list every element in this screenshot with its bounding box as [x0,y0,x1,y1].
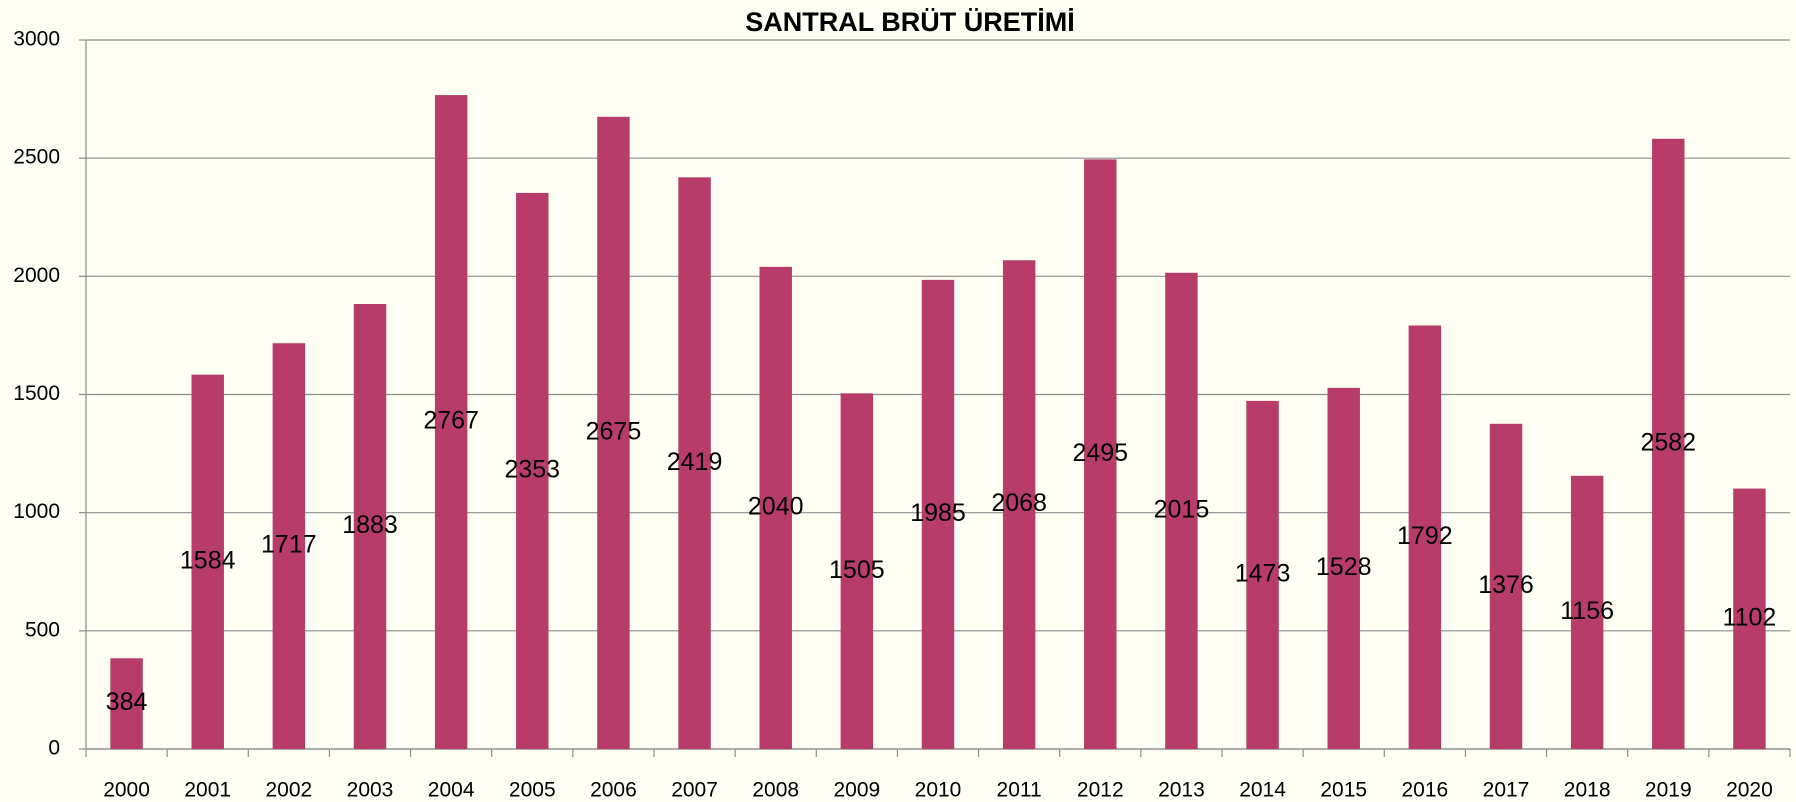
y-tick-label: 1000 [13,500,60,523]
bar [1570,475,1604,749]
data-label: 1505 [829,556,885,584]
x-tick-label: 2006 [590,779,637,802]
x-tick-label: 2020 [1726,779,1773,802]
x-tick-label: 2018 [1564,779,1611,802]
x-tick-label: 2010 [915,779,962,802]
x-tick-label: 2005 [509,779,556,802]
x-tick-label: 2009 [833,779,880,802]
x-tick-label: 2007 [671,779,718,802]
bar [597,116,630,749]
y-tick-label: 1500 [13,382,60,405]
data-label: 2675 [586,418,642,446]
bar [1165,272,1198,749]
bar [434,95,468,749]
x-tick-label: 2014 [1239,779,1286,802]
data-label: 1883 [342,511,398,539]
x-tick-label: 2017 [1483,779,1530,802]
data-label: 1584 [180,546,236,574]
bar [191,374,224,749]
x-tick-label: 2011 [997,779,1042,802]
x-tick-label: 2008 [752,779,799,802]
chart-title: SANTRAL BRÜT ÜRETİMİ [745,7,1074,37]
bar [1652,138,1685,749]
data-label: 1473 [1235,560,1291,588]
y-tick-label: 0 [48,737,60,760]
bar [759,266,792,749]
x-tick-label: 2016 [1401,779,1448,802]
x-tick-label: 2012 [1077,779,1124,802]
bar [272,343,306,749]
data-label: 1528 [1316,553,1372,581]
bar [353,303,387,749]
data-label: 2068 [991,489,1047,517]
data-label: 2767 [423,407,479,435]
bar [678,177,711,749]
bar [1408,325,1442,749]
x-tick-label: 2003 [347,779,394,802]
x-tick-label: 2002 [265,779,312,802]
data-label: 1792 [1397,522,1453,550]
data-label: 2582 [1640,429,1696,457]
x-tick-label: 2000 [103,779,150,802]
x-tick-label: 2019 [1645,779,1692,802]
bar [840,393,874,749]
bar [1327,387,1360,749]
data-label: 2353 [504,456,560,484]
y-tick-label: 500 [25,618,60,641]
data-label: 2495 [1072,439,1128,467]
bar [1246,400,1279,749]
data-label: 2040 [748,493,804,521]
y-tick-label: 2000 [13,264,60,287]
data-label: 1102 [1723,603,1777,631]
data-label: 2015 [1154,496,1210,524]
bar [110,658,143,749]
x-tick-label: 2013 [1158,779,1205,802]
x-tick-label: 2015 [1320,779,1367,802]
bar [1002,260,1036,749]
data-label: 1376 [1478,571,1534,599]
data-label: 1985 [910,499,966,527]
y-tick-label: 3000 [13,28,60,51]
data-label: 384 [106,688,148,716]
bar [516,192,549,750]
data-label: 2419 [667,448,723,476]
bar [1733,488,1766,749]
bar [921,279,955,749]
data-label: 1717 [261,531,317,559]
x-tick-label: 2001 [184,779,231,802]
bar [1489,423,1523,749]
y-tick-label: 2500 [13,146,60,169]
data-label: 1156 [1560,597,1614,625]
x-tick-label: 2004 [428,779,475,802]
bar [1084,159,1117,749]
